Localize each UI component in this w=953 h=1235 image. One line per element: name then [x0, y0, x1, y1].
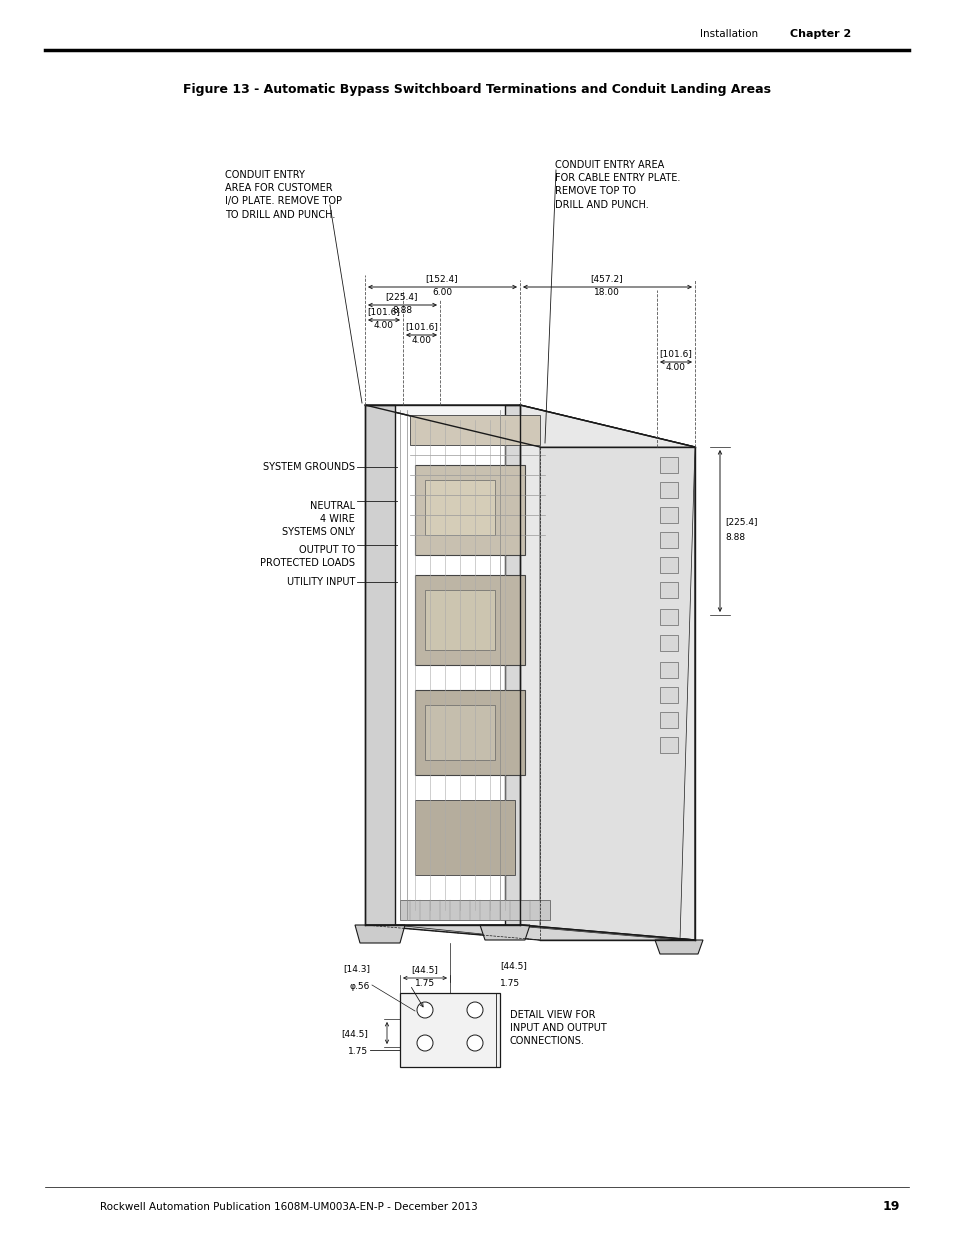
Text: 8.88: 8.88: [392, 306, 412, 315]
Polygon shape: [504, 405, 519, 925]
Text: 18.00: 18.00: [594, 288, 619, 296]
Bar: [659, 508, 678, 522]
Text: 1.75: 1.75: [415, 979, 435, 988]
Text: [225.4]: [225.4]: [724, 517, 757, 526]
Bar: [424, 480, 495, 535]
Circle shape: [467, 1035, 482, 1051]
Bar: [659, 713, 678, 727]
Text: 1.75: 1.75: [348, 1047, 368, 1056]
Text: φ.56: φ.56: [349, 982, 370, 990]
Text: OUTPUT TO
PROTECTED LOADS: OUTPUT TO PROTECTED LOADS: [260, 545, 355, 568]
Circle shape: [416, 1035, 433, 1051]
Text: Rockwell Automation Publication 1608M-UM003A-EN-P - December 2013: Rockwell Automation Publication 1608M-UM…: [100, 1202, 477, 1212]
Text: UTILITY INPUT: UTILITY INPUT: [286, 577, 355, 587]
Text: 1.75: 1.75: [499, 979, 519, 988]
Bar: [415, 800, 515, 876]
Bar: [415, 576, 524, 664]
Text: [101.6]: [101.6]: [367, 308, 400, 316]
Text: [152.4]: [152.4]: [425, 274, 457, 283]
Polygon shape: [365, 405, 395, 925]
Text: [101.6]: [101.6]: [659, 350, 692, 358]
Bar: [659, 482, 678, 498]
Text: Chapter 2: Chapter 2: [789, 28, 850, 40]
Bar: [399, 993, 499, 1067]
Text: 4.00: 4.00: [665, 363, 685, 372]
Bar: [424, 590, 495, 650]
Text: 4.00: 4.00: [374, 321, 394, 330]
Bar: [659, 557, 678, 573]
Text: 4.00: 4.00: [412, 336, 432, 345]
Bar: [659, 662, 678, 678]
Polygon shape: [355, 925, 405, 944]
Text: SYSTEM GROUNDS: SYSTEM GROUNDS: [263, 462, 355, 472]
Text: 19: 19: [882, 1200, 899, 1214]
Text: NEUTRAL
4 WIRE
SYSTEMS ONLY: NEUTRAL 4 WIRE SYSTEMS ONLY: [282, 501, 355, 537]
Circle shape: [467, 1002, 482, 1018]
Text: 6.00: 6.00: [432, 288, 452, 296]
Polygon shape: [365, 925, 695, 940]
Text: [101.6]: [101.6]: [405, 322, 438, 331]
Bar: [659, 737, 678, 753]
Text: [44.5]: [44.5]: [341, 1029, 368, 1037]
Polygon shape: [655, 940, 702, 953]
Polygon shape: [519, 405, 695, 940]
Bar: [415, 690, 524, 776]
Text: [457.2]: [457.2]: [590, 274, 622, 283]
Text: [44.5]: [44.5]: [499, 961, 526, 969]
Text: DETAIL VIEW FOR
INPUT AND OUTPUT
CONNECTIONS.: DETAIL VIEW FOR INPUT AND OUTPUT CONNECT…: [510, 1010, 606, 1046]
Bar: [410, 415, 539, 445]
Text: Figure 13 - Automatic Bypass Switchboard Terminations and Conduit Landing Areas: Figure 13 - Automatic Bypass Switchboard…: [183, 84, 770, 96]
Bar: [659, 582, 678, 598]
Bar: [659, 457, 678, 473]
Polygon shape: [365, 405, 695, 447]
Bar: [424, 705, 495, 760]
Text: 8.88: 8.88: [724, 534, 744, 542]
Polygon shape: [539, 447, 695, 940]
Bar: [399, 900, 550, 920]
Text: Installation: Installation: [700, 28, 758, 40]
Bar: [659, 635, 678, 651]
Polygon shape: [479, 925, 530, 940]
Text: CONDUIT ENTRY AREA
FOR CABLE ENTRY PLATE.
REMOVE TOP TO
DRILL AND PUNCH.: CONDUIT ENTRY AREA FOR CABLE ENTRY PLATE…: [555, 161, 679, 210]
Text: CONDUIT ENTRY
AREA FOR CUSTOMER
I/O PLATE. REMOVE TOP
TO DRILL AND PUNCH.: CONDUIT ENTRY AREA FOR CUSTOMER I/O PLAT…: [225, 170, 341, 220]
Text: [14.3]: [14.3]: [343, 965, 370, 973]
Text: [225.4]: [225.4]: [385, 291, 417, 301]
Circle shape: [416, 1002, 433, 1018]
Bar: [659, 609, 678, 625]
Text: [44.5]: [44.5]: [411, 965, 438, 974]
Bar: [659, 532, 678, 548]
Bar: [415, 466, 524, 555]
Bar: [659, 687, 678, 703]
Polygon shape: [395, 925, 679, 940]
